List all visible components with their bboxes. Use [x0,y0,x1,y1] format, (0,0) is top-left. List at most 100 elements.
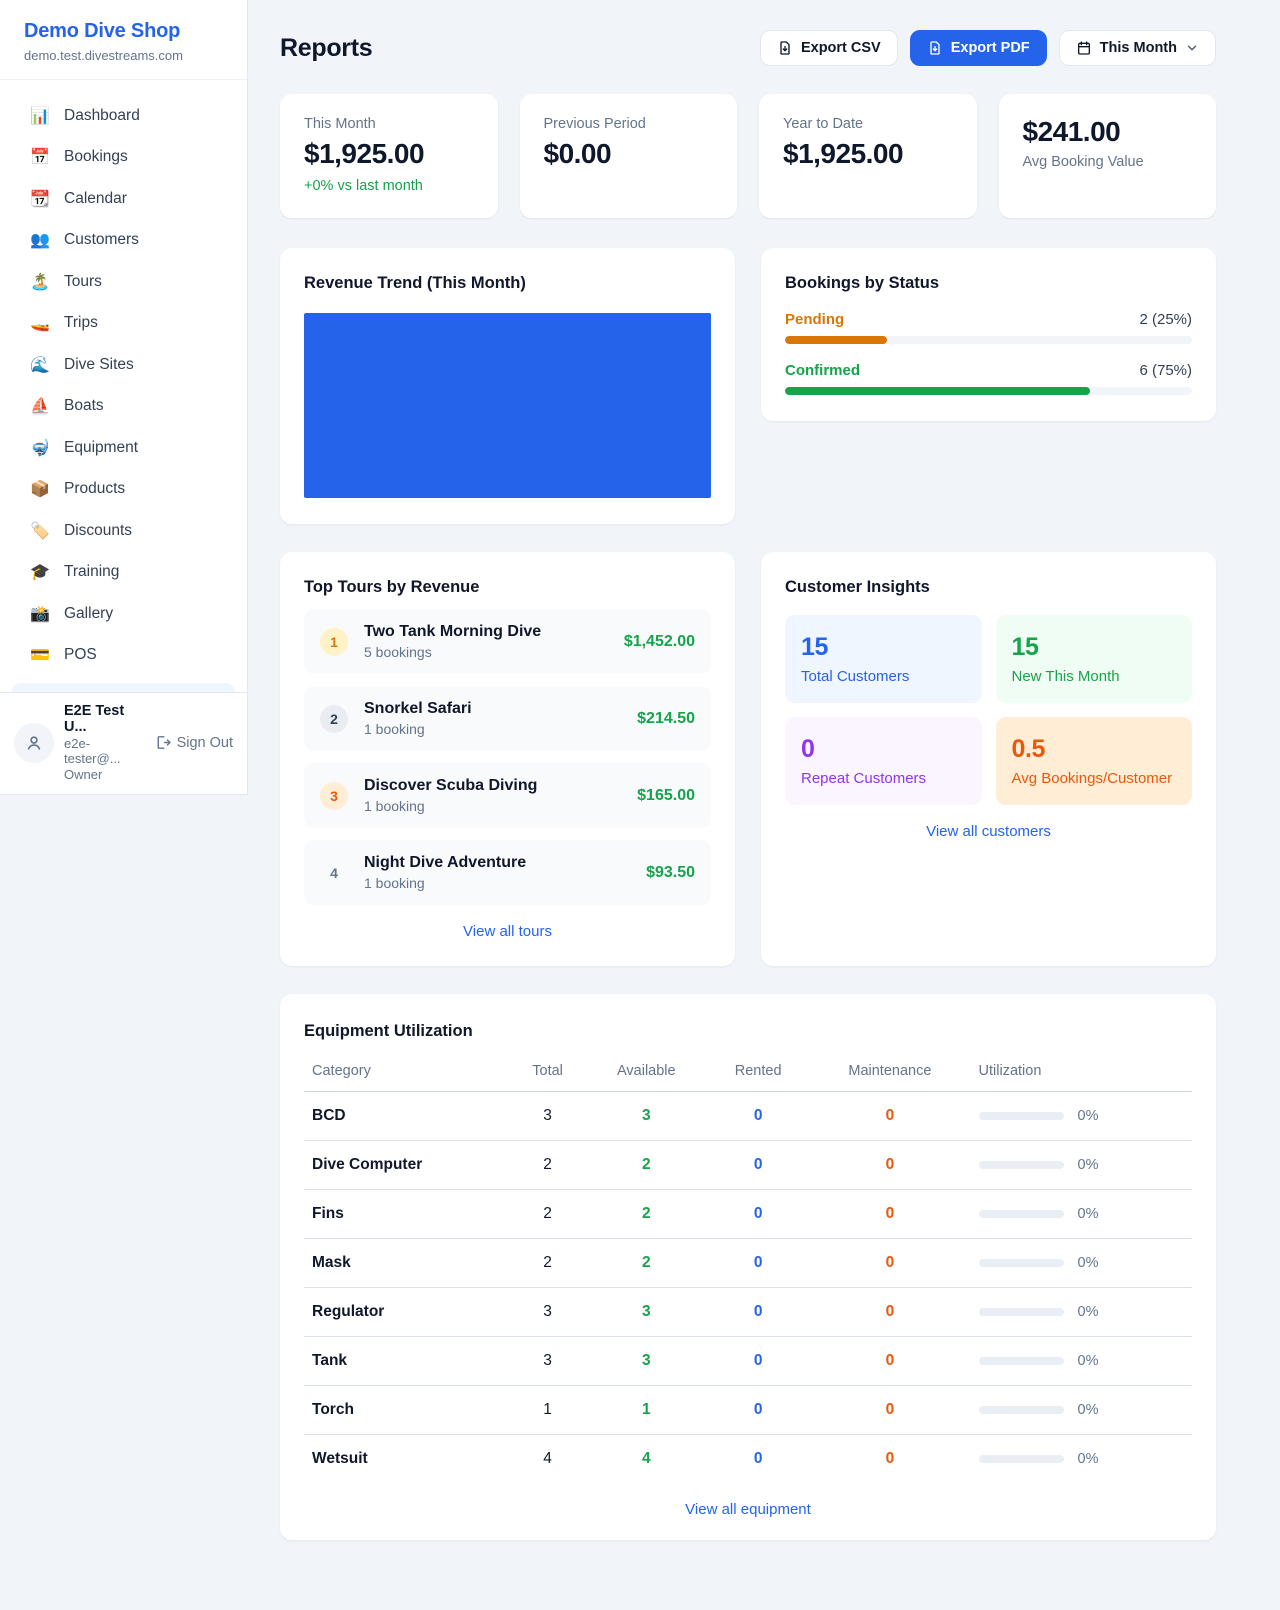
sidebar-item-label: Customers [64,231,139,248]
stat-card-year-to-date: Year to Date $1,925.00 [759,94,977,218]
sign-out-icon [157,736,171,749]
pos-icon: 💳 [30,647,50,664]
cell-total: 1 [509,1385,586,1435]
export-pdf-button[interactable]: Export PDF [909,30,1047,66]
column-header-maintenance: Maintenance [809,1055,971,1092]
cell-available: 3 [585,1091,708,1141]
column-header-category: Category [304,1055,510,1092]
cell-rented: 0 [707,1189,810,1239]
sidebar-item-equipment[interactable]: 🤿 Equipment [0,428,247,468]
sidebar-item-active-partial[interactable] [12,683,235,692]
sidebar-item-label: Boats [64,397,104,414]
sidebar-item-customers[interactable]: 👥 Customers [0,220,247,260]
cell-utilization: 0% [970,1385,1192,1435]
equipment-table-header: Category Total Available Rented Maintena… [304,1055,1192,1092]
sidebar-item-label: Tours [64,272,102,290]
training-icon: 🎓 [30,564,50,581]
status-count: 2 (25%) [1139,311,1192,328]
table-row: Fins 2 2 0 0 0% [304,1189,1192,1239]
view-all-tours-link[interactable]: View all tours [463,923,552,940]
cell-maintenance: 0 [809,1189,971,1239]
cell-available: 1 [585,1385,708,1435]
file-export-icon [930,41,940,55]
cell-utilization: 0% [970,1189,1192,1239]
tile-value: 0.5 [1011,735,1046,763]
stat-delta: +0% vs last month [304,178,423,194]
user-name: E2E Test U... [64,703,125,735]
sidebar-item-dashboard[interactable]: 📊 Dashboard [0,96,247,136]
sign-out-button[interactable]: Sign Out [154,734,233,751]
sidebar-item-training[interactable]: 🎓 Training [0,552,247,592]
brand-domain: demo.test.divestreams.com [24,48,183,63]
equipment-table: Category Total Available Rented Maintena… [304,1055,1192,1483]
sidebar-item-trips[interactable]: 🚤 Trips [0,303,247,343]
stat-value: $0.00 [543,138,612,169]
gallery-icon: 📸 [30,605,50,623]
sidebar-item-label: Training [64,563,120,580]
sidebar-item-label: Trips [64,314,98,331]
brand-name: Demo Dive Shop [24,20,181,42]
calendar-icon [1077,41,1090,55]
cell-maintenance: 0 [809,1336,971,1386]
cell-category: Torch [304,1385,510,1435]
period-dropdown[interactable]: This Month [1058,30,1216,66]
view-all-customers-link[interactable]: View all customers [926,823,1051,840]
stat-card-previous-period: Previous Period $0.00 [519,94,737,218]
cell-category: Regulator [304,1287,510,1337]
sidebar-item-calendar[interactable]: 📆 Calendar [0,179,247,219]
stat-label: Previous Period [543,116,646,132]
sidebar-item-label: Equipment [64,438,139,456]
column-header-rented: Rented [707,1055,810,1092]
sidebar-item-gallery[interactable]: 📸 Gallery [0,594,247,634]
rank-badge: 3 [320,781,348,810]
top-tours-panel: Top Tours by Revenue 1 Two Tank Morning … [280,552,735,966]
equipment-utilization-title: Equipment Utilization [304,1022,473,1040]
cell-utilization: 0% [970,1287,1192,1337]
rank-badge: 1 [320,627,348,656]
tour-amount: $93.50 [646,863,695,881]
cell-total: 3 [509,1091,586,1141]
customer-insights-title: Customer Insights [785,578,930,596]
file-export-icon [780,41,790,55]
table-row: BCD 3 3 0 0 0% [304,1091,1192,1141]
utilization-label: 0% [1077,1451,1099,1467]
main-content: Reports Export CSV Export PDF This Month [248,0,1280,1580]
table-row: Torch 1 1 0 0 0% [304,1385,1192,1435]
cell-rented: 0 [707,1140,810,1190]
insights-row: Top Tours by Revenue 1 Two Tank Morning … [280,552,1216,966]
cell-category: BCD [304,1091,510,1141]
insight-tiles: 15 Total Customers 15 New This Month 0 R… [785,615,1192,805]
sidebar-item-discounts[interactable]: 🏷️ Discounts [0,511,247,551]
cell-total: 4 [543,1450,552,1467]
cell-maintenance: 0 [809,1238,971,1288]
sidebar-item-label: Products [64,480,126,497]
sidebar-item-boats[interactable]: ⛵ Boats [0,386,247,426]
sidebar-item-pos[interactable]: 💳 POS [0,635,247,675]
sidebar-item-products[interactable]: 📦 Products [0,469,247,509]
cell-total: 2 [509,1140,586,1190]
cell-maintenance: 0 [809,1287,971,1337]
utilization-label: 0% [1077,1108,1099,1124]
sidebar-item-label: Bookings [64,148,128,165]
table-row: Mask 2 2 0 0 0% [304,1238,1192,1288]
sidebar-item-bookings[interactable]: 📅 Bookings [0,137,247,177]
status-bar-track [785,336,1192,344]
export-pdf-label: Export PDF [950,40,1030,56]
cell-total: 2 [509,1189,586,1239]
tile-value: 15 [801,633,829,661]
sidebar-item-tours[interactable]: 🏝️ Tours [0,262,247,302]
cell-utilization: 0% [971,1435,1192,1484]
cell-utilization: 0% [970,1336,1192,1386]
sidebar-item-label: Dashboard [64,106,140,124]
export-csv-button[interactable]: Export CSV [759,30,898,66]
cell-available: 3 [585,1336,708,1386]
trips-icon: 🚤 [30,315,50,332]
table-row: Tank 3 3 0 0 0% [304,1336,1192,1386]
cell-maintenance: 0 [809,1140,971,1190]
page-header: Reports Export CSV Export PDF This Month [280,30,1216,66]
revenue-trend-chart [304,313,711,498]
sidebar-item-dive-sites[interactable]: 🌊 Dive Sites [0,345,247,385]
discounts-icon: 🏷️ [30,522,50,540]
column-header-utilization: Utilization [970,1055,1192,1092]
view-all-equipment-link[interactable]: View all equipment [685,1501,811,1518]
